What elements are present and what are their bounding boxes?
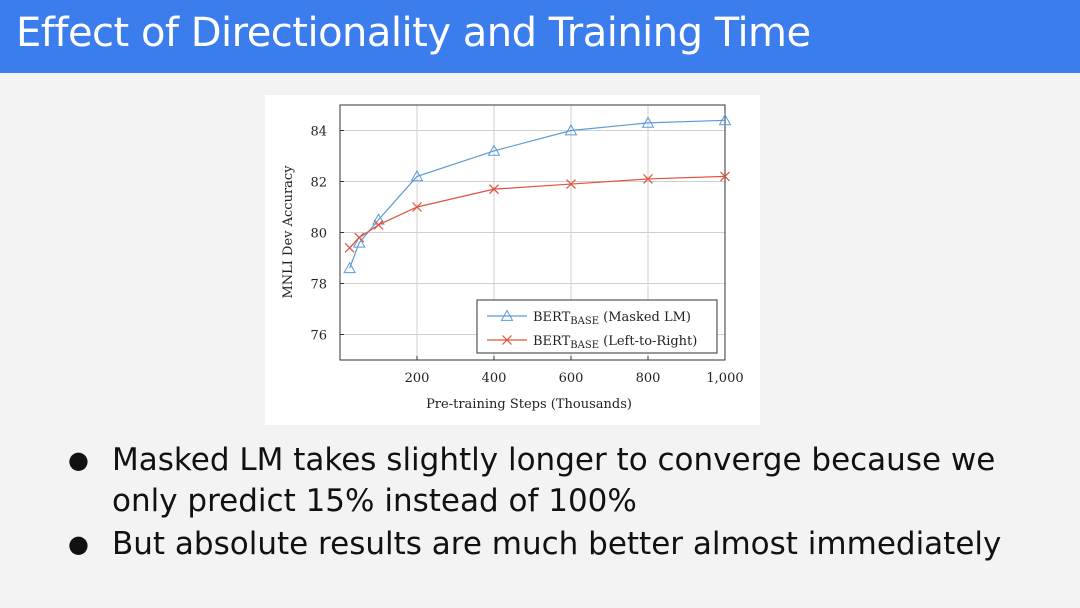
y-tick-label: 84: [310, 125, 327, 140]
legend-box: [476, 299, 718, 354]
bullet-dot-icon: ●: [68, 530, 89, 558]
x-tick-label: 600: [559, 371, 584, 386]
data-point-marker: [487, 144, 501, 156]
x-tick-label: 400: [482, 371, 507, 386]
bullet-dot-icon: ●: [68, 446, 89, 474]
y-tick-label: 78: [310, 278, 327, 293]
bullet-item: ● Masked LM takes slightly longer to con…: [62, 440, 1062, 522]
series-line-masked-lm: [349, 119, 726, 269]
title-bar: Effect of Directionality and Training Ti…: [0, 0, 1080, 73]
legend-label: BERTBASE (Masked LM): [533, 310, 691, 327]
chart-axes: 200 400 600 800 1,000 76 78 80 82 84: [310, 104, 744, 386]
data-point-marker: [412, 202, 422, 212]
data-point-marker: [643, 174, 653, 184]
y-tick-label: 76: [310, 329, 327, 344]
data-point-marker: [354, 232, 365, 243]
data-point-marker: [720, 171, 730, 182]
data-point-marker: [564, 123, 578, 136]
y-tick-label: 82: [310, 176, 327, 191]
series-line-left-to-right: [349, 175, 726, 249]
data-point-marker: [641, 116, 655, 128]
chart-series: [343, 113, 732, 274]
bullet-item: ● But absolute results are much better a…: [62, 524, 1062, 565]
x-tick-label: 200: [405, 371, 430, 386]
y-tick-label: 80: [310, 227, 327, 242]
chart-figure: 200 400 600 800 1,000 76 78 80 82 84 BERTBASE (Ma…: [265, 95, 760, 425]
data-point-marker: [489, 184, 499, 195]
data-point-marker: [410, 169, 424, 182]
data-point-marker: [343, 261, 356, 274]
chart-legend: BERTBASE (Masked LM) BERTBASE (Left-to-Ri…: [476, 299, 718, 354]
y-axis-label: MNLI Dev Accuracy: [281, 165, 296, 299]
x-axis-label: Pre-training Steps (Thousands): [426, 397, 632, 412]
bullet-text: But absolute results are much better alm…: [112, 526, 1002, 562]
data-point-marker: [718, 113, 732, 126]
legend-marker: [500, 309, 514, 321]
slide-title: Effect of Directionality and Training Ti…: [16, 10, 811, 56]
x-tick-label: 1,000: [706, 371, 743, 386]
data-point-marker: [352, 236, 366, 248]
legend-marker: [502, 335, 512, 345]
legend-label: BERTBASE (Left-to-Right): [533, 334, 697, 351]
x-tick-label: 800: [636, 371, 661, 386]
bullet-list: ● Masked LM takes slightly longer to con…: [62, 440, 1062, 567]
bullet-text: Masked LM takes slightly longer to conve…: [112, 442, 996, 519]
data-point-marker: [344, 242, 355, 253]
data-point-marker: [566, 179, 576, 189]
line-chart: 200 400 600 800 1,000 76 78 80 82 84 BERTBASE (Ma…: [281, 104, 744, 412]
data-point-marker: [373, 219, 384, 230]
